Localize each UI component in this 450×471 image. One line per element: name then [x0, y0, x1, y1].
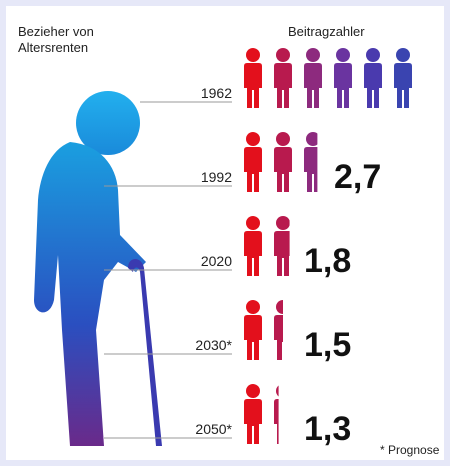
contributor-icon — [244, 132, 262, 192]
year-label: 2020 — [201, 253, 232, 269]
icon-body — [304, 63, 322, 108]
contributor-icon — [274, 300, 283, 360]
icon-body — [244, 63, 262, 108]
contributor-row — [244, 216, 290, 276]
icon-head — [276, 216, 290, 230]
icon-body — [274, 63, 292, 108]
icon-body — [274, 147, 292, 192]
contributor-icon — [304, 132, 318, 192]
icon-head — [246, 216, 260, 230]
icon-head — [336, 48, 350, 62]
contributor-icon — [244, 48, 262, 108]
contributor-icon — [244, 384, 262, 444]
right-label: Beitragzahler — [288, 24, 365, 39]
icon-body — [394, 63, 412, 108]
contributor-icon — [244, 216, 262, 276]
icon-head — [276, 385, 279, 397]
icon-head — [276, 48, 290, 62]
icon-body — [274, 399, 279, 444]
contributor-icon — [274, 132, 292, 192]
value-label: 1,5 — [304, 326, 351, 364]
icon-body — [244, 231, 262, 276]
icon-body — [274, 315, 283, 360]
contributor-icon — [244, 300, 262, 360]
contributor-icon — [274, 48, 292, 108]
icon-body — [244, 315, 262, 360]
icon-body — [274, 231, 290, 276]
icon-head — [306, 48, 320, 62]
left-label: Bezieher von — [18, 24, 94, 39]
pensioner-figure — [34, 91, 162, 446]
contributor-icon — [274, 385, 279, 444]
contributor-row — [244, 384, 279, 444]
year-label: 1962 — [201, 85, 232, 101]
icon-head — [276, 300, 283, 314]
icon-body — [364, 63, 382, 108]
icon-head — [246, 48, 260, 62]
note: * Prognose — [380, 443, 440, 457]
icon-head — [276, 132, 290, 146]
icon-body — [334, 63, 352, 108]
icon-body — [244, 147, 262, 192]
contributor-row — [244, 48, 412, 108]
value-label: 1,8 — [304, 242, 351, 280]
icon-body — [244, 399, 262, 444]
contributor-icon — [394, 48, 412, 108]
contributor-icon — [364, 48, 382, 108]
icon-head — [366, 48, 380, 62]
contributor-row — [244, 132, 318, 192]
icon-head — [246, 132, 260, 146]
year-label: 2030* — [195, 337, 232, 353]
contributor-icon — [334, 48, 352, 108]
icon-body — [304, 147, 318, 192]
icon-head — [306, 132, 318, 146]
contributor-icon — [304, 48, 322, 108]
contributor-icon — [274, 216, 290, 276]
value-label: 2,7 — [334, 158, 381, 196]
contributor-row — [244, 300, 283, 360]
icon-head — [246, 384, 260, 398]
icon-head — [396, 48, 410, 62]
left-label: Altersrenten — [18, 40, 88, 55]
year-label: 2050* — [195, 421, 232, 437]
year-label: 1992 — [201, 169, 232, 185]
value-label: 1,3 — [304, 410, 351, 448]
icon-head — [246, 300, 260, 314]
